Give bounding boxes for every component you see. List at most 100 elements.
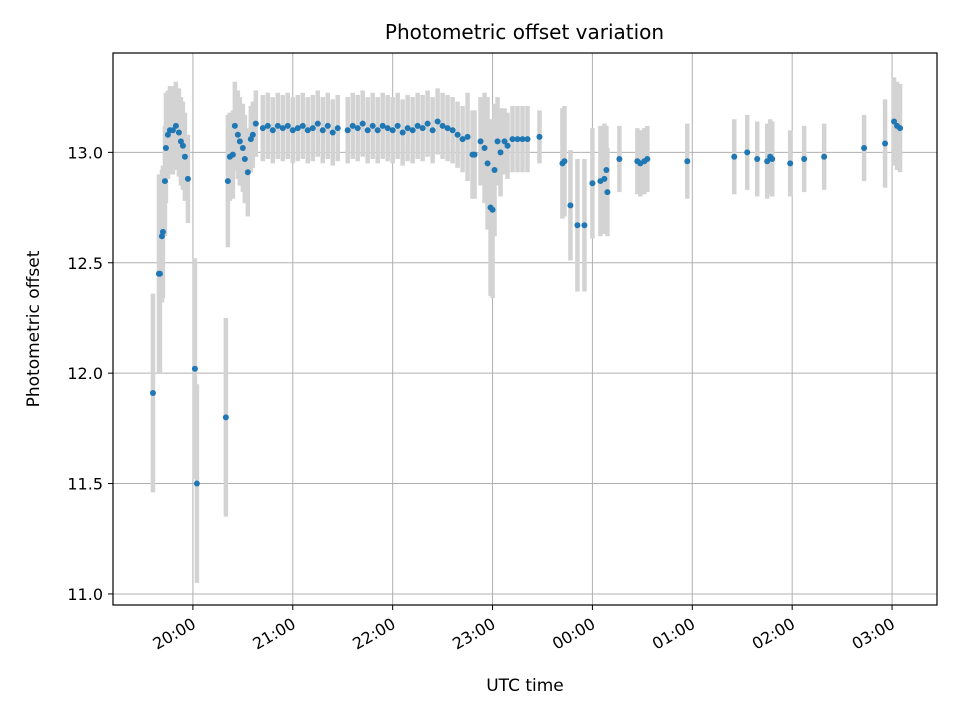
data-point bbox=[359, 120, 366, 127]
data-point bbox=[304, 127, 311, 134]
data-point bbox=[231, 122, 238, 129]
data-point bbox=[481, 144, 488, 151]
data-point bbox=[224, 178, 231, 185]
data-point bbox=[454, 131, 461, 138]
data-point bbox=[429, 127, 436, 134]
data-point bbox=[384, 125, 391, 132]
data-point bbox=[259, 125, 266, 132]
data-point bbox=[161, 178, 168, 185]
data-point bbox=[897, 125, 904, 132]
data-point bbox=[489, 206, 496, 213]
data-point bbox=[861, 144, 868, 151]
data-point bbox=[329, 129, 336, 136]
data-point bbox=[404, 125, 411, 132]
data-point bbox=[644, 155, 651, 162]
data-point bbox=[319, 127, 326, 134]
data-point bbox=[394, 122, 401, 129]
data-point bbox=[449, 127, 456, 134]
data-point bbox=[264, 122, 271, 129]
data-point bbox=[419, 125, 426, 132]
data-point bbox=[744, 149, 751, 156]
data-point bbox=[294, 125, 301, 132]
data-point bbox=[444, 125, 451, 132]
data-point bbox=[241, 155, 248, 162]
data-point bbox=[424, 120, 431, 127]
y-tick-label: 11.5 bbox=[67, 475, 103, 494]
data-point bbox=[191, 365, 198, 372]
data-point bbox=[156, 270, 163, 277]
data-point bbox=[601, 175, 608, 182]
data-point bbox=[882, 140, 889, 147]
data-point bbox=[299, 122, 306, 129]
data-point bbox=[379, 122, 386, 129]
data-point bbox=[574, 222, 581, 229]
plot-frame bbox=[112, 52, 938, 606]
y-axis: 11.0 11.5 12.0 12.5 13.0 bbox=[67, 143, 113, 604]
data-point bbox=[581, 222, 588, 229]
data-point bbox=[414, 122, 421, 129]
data-point bbox=[561, 158, 568, 165]
data-point bbox=[374, 127, 381, 134]
data-point bbox=[234, 131, 241, 138]
data-point bbox=[731, 153, 738, 160]
data-point bbox=[344, 127, 351, 134]
data-point bbox=[279, 125, 286, 132]
data-point bbox=[509, 136, 516, 143]
data-point bbox=[249, 131, 256, 138]
data-point bbox=[477, 138, 484, 145]
data-point bbox=[769, 155, 776, 162]
data-point bbox=[184, 175, 191, 182]
data-point bbox=[364, 127, 371, 134]
y-tick-label: 13.0 bbox=[67, 143, 103, 162]
data-point bbox=[604, 189, 611, 196]
data-point bbox=[754, 155, 761, 162]
data-point bbox=[193, 480, 200, 487]
data-point bbox=[494, 138, 501, 145]
data-point bbox=[589, 180, 596, 187]
x-axis-title: UTC time bbox=[486, 676, 564, 696]
data-point bbox=[603, 167, 610, 174]
data-points bbox=[149, 118, 904, 487]
data-point bbox=[471, 151, 478, 158]
chart-title: Photometric offset variation bbox=[385, 20, 664, 44]
data-point bbox=[274, 122, 281, 129]
y-tick-label: 11.0 bbox=[67, 585, 103, 604]
data-point bbox=[504, 142, 511, 149]
data-point bbox=[284, 122, 291, 129]
data-point bbox=[169, 127, 176, 134]
data-point bbox=[244, 169, 251, 176]
data-point bbox=[309, 125, 316, 132]
data-point bbox=[484, 160, 491, 167]
data-point bbox=[616, 155, 623, 162]
data-point bbox=[369, 122, 376, 129]
data-point bbox=[439, 122, 446, 129]
data-point bbox=[801, 155, 808, 162]
data-point bbox=[787, 160, 794, 167]
data-point bbox=[175, 129, 182, 136]
data-point bbox=[491, 167, 498, 174]
data-point bbox=[236, 138, 243, 145]
data-point bbox=[524, 136, 531, 143]
data-point bbox=[222, 414, 229, 421]
data-point bbox=[181, 153, 188, 160]
y-tick-label: 12.5 bbox=[67, 254, 103, 273]
data-point bbox=[567, 202, 574, 209]
data-point bbox=[289, 127, 296, 134]
data-point bbox=[334, 125, 341, 132]
data-point bbox=[172, 122, 179, 129]
data-point bbox=[434, 118, 441, 125]
data-point bbox=[399, 129, 406, 136]
y-tick-label: 12.0 bbox=[67, 364, 103, 383]
data-point bbox=[464, 133, 471, 140]
data-point bbox=[314, 120, 321, 127]
data-point bbox=[497, 149, 504, 156]
data-point bbox=[159, 228, 166, 235]
data-point bbox=[324, 122, 331, 129]
data-point bbox=[684, 158, 691, 165]
data-point bbox=[519, 136, 526, 143]
data-point bbox=[179, 142, 186, 149]
data-point bbox=[459, 136, 466, 143]
data-point bbox=[162, 144, 169, 151]
data-point bbox=[409, 127, 416, 134]
